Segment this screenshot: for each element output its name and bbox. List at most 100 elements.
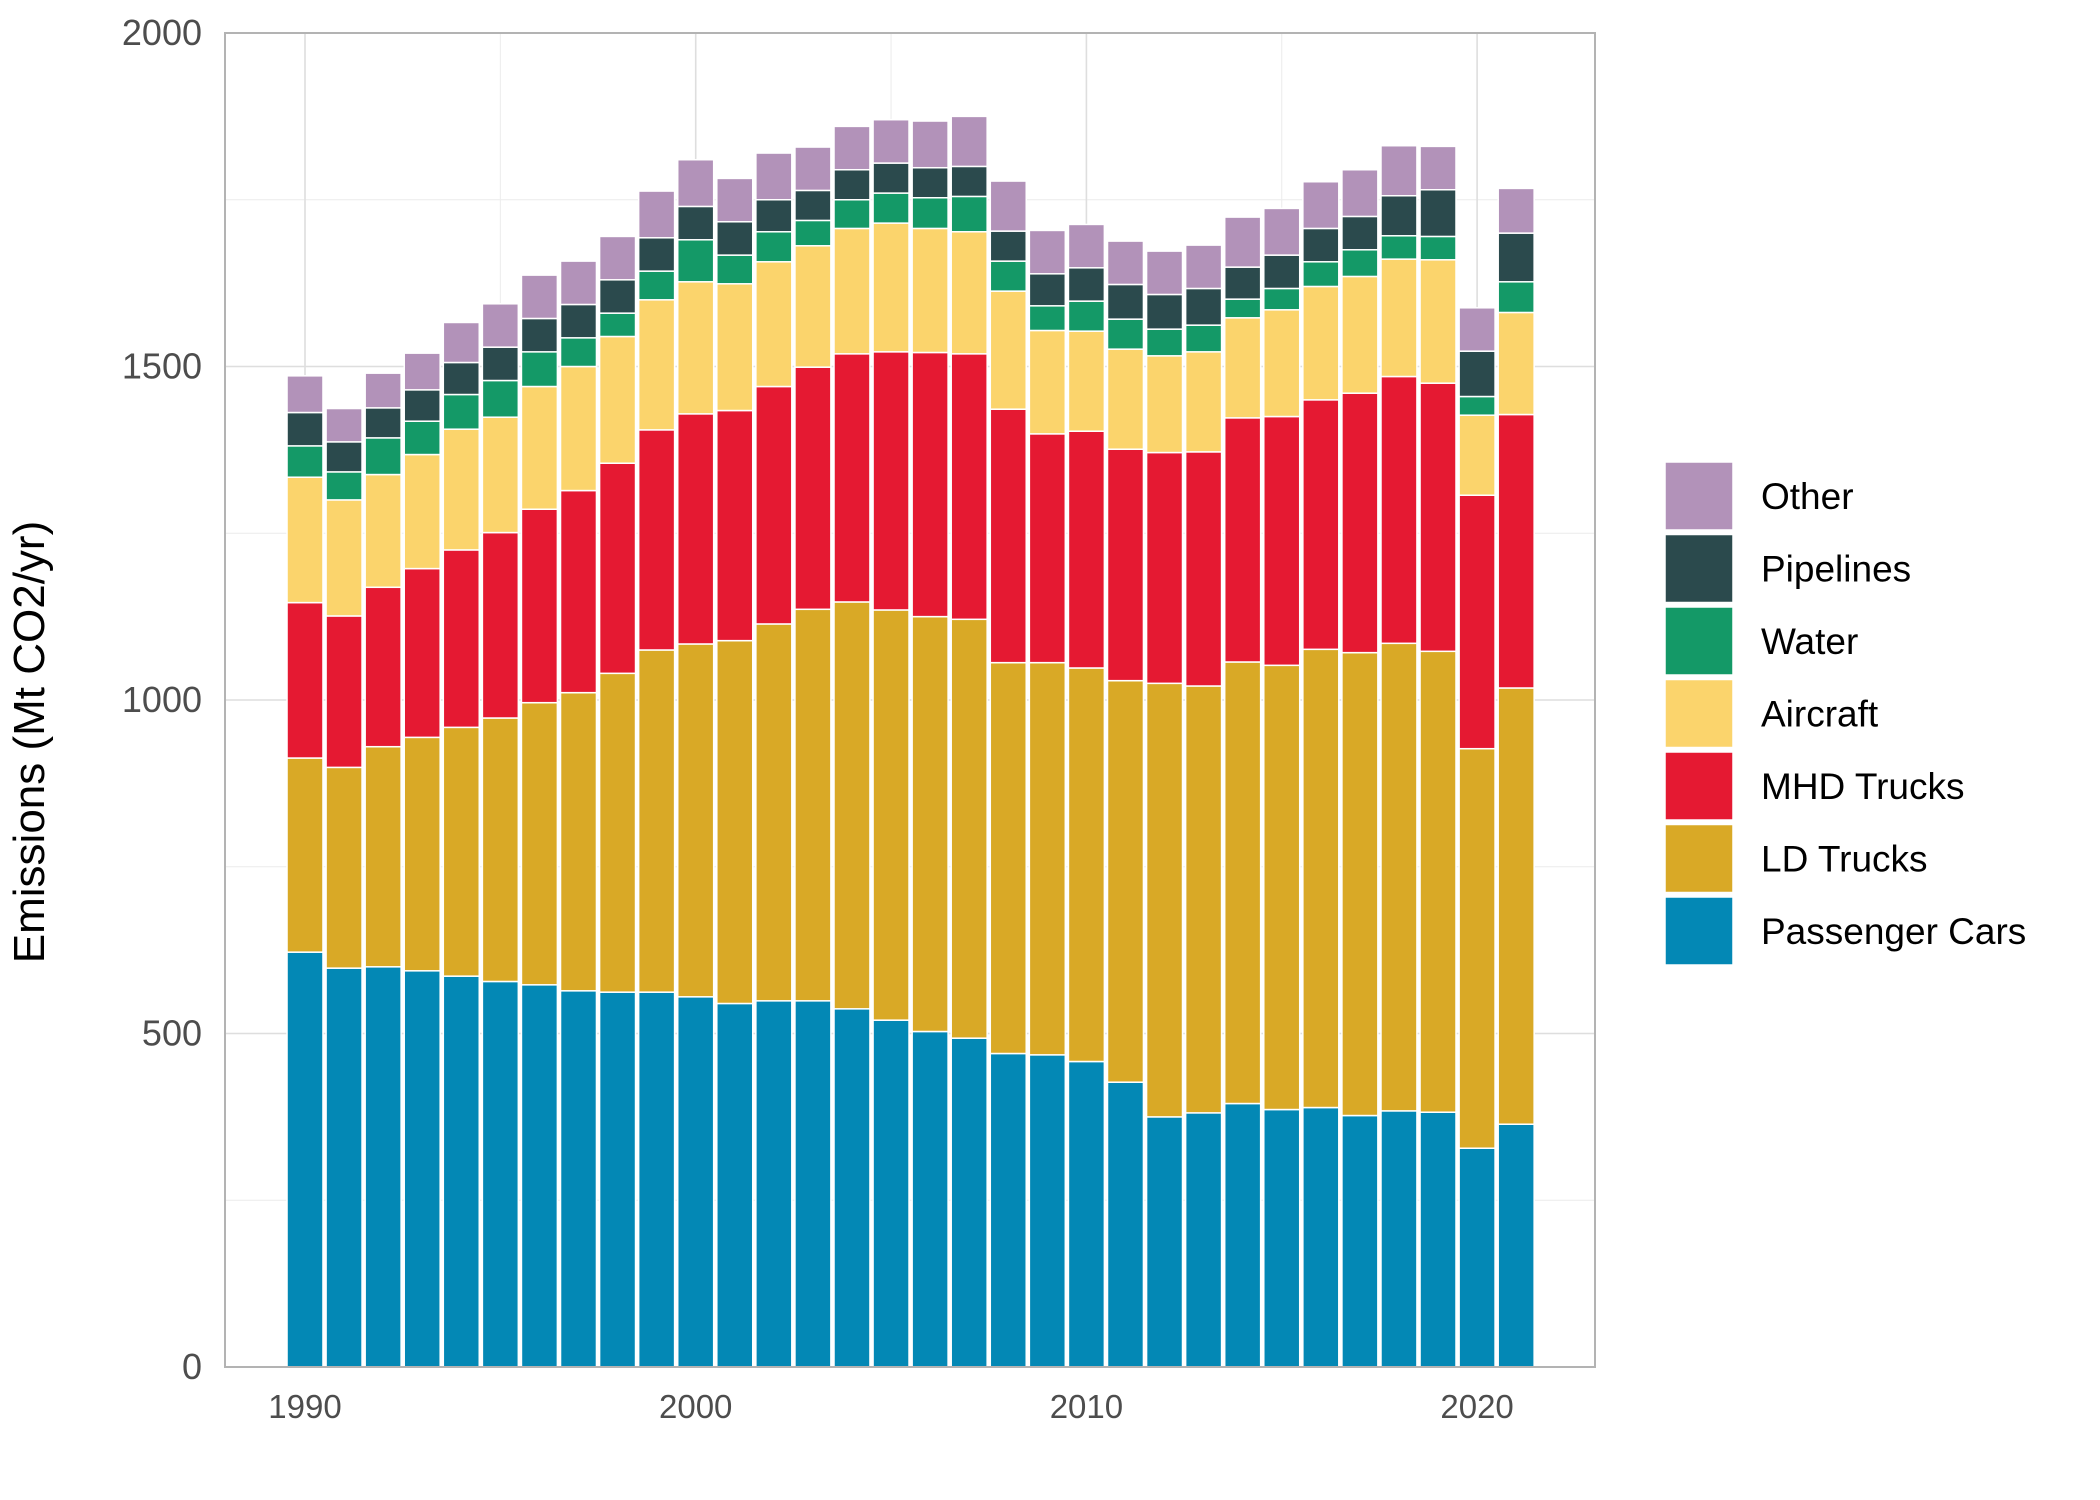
- bar-segment: [442, 549, 480, 729]
- bar-segment: [1419, 145, 1457, 191]
- bar-segment: [676, 996, 715, 1368]
- bar-segment: [1145, 355, 1184, 454]
- bar-segment: [1458, 414, 1496, 496]
- bar-segment: [872, 118, 910, 164]
- bar-segment: [950, 231, 988, 355]
- bar-segment: [1419, 382, 1457, 653]
- y-tick-label: 500: [142, 1013, 202, 1054]
- bar-segment: [872, 222, 910, 353]
- bar-segment: [403, 736, 441, 972]
- bar-segment: [716, 283, 754, 412]
- legend-label: Passenger Cars: [1761, 911, 2026, 952]
- bar-segment: [598, 672, 637, 993]
- bar-segment: [1223, 1102, 1262, 1368]
- bar-segment: [442, 393, 480, 430]
- bar-segment: [989, 408, 1027, 664]
- bar-segment: [872, 609, 910, 1021]
- bar-segment: [325, 766, 363, 969]
- bar-segment: [1145, 250, 1184, 296]
- bar-segment: [1263, 287, 1301, 311]
- bar-segment: [1341, 215, 1379, 251]
- bar-segment: [559, 990, 598, 1368]
- legend-key: [1664, 606, 1734, 676]
- bar-segment: [989, 180, 1027, 232]
- bar-segment: [1263, 254, 1301, 290]
- bar-segment: [520, 984, 559, 1368]
- bar-segment: [1263, 309, 1301, 418]
- bar-segment: [559, 337, 598, 368]
- bar-segment: [794, 189, 832, 222]
- bar-segment: [286, 411, 324, 447]
- bar-segment: [833, 227, 871, 355]
- bar-segment: [911, 197, 949, 230]
- legend-key: [1664, 896, 1734, 966]
- bar-segment: [325, 615, 363, 769]
- bar-segment: [559, 303, 598, 339]
- legend-label: Other: [1761, 476, 1854, 517]
- bar-segment: [676, 643, 715, 998]
- bar-segment: [716, 177, 754, 223]
- bar-segment: [1497, 413, 1535, 689]
- bar-segment: [1341, 249, 1379, 278]
- bar-segment: [286, 445, 324, 478]
- bar-segment: [1497, 187, 1535, 234]
- bar-segment: [637, 991, 676, 1368]
- bar-segment: [716, 1002, 754, 1368]
- bar-segment: [1184, 685, 1223, 1114]
- bar-segment: [1106, 348, 1145, 450]
- bar-segment: [637, 190, 676, 239]
- legend-label: MHD Trucks: [1761, 766, 1965, 807]
- bar-segment: [1145, 293, 1184, 330]
- legend-label: Pipelines: [1761, 549, 1911, 590]
- bar-segment: [598, 335, 637, 464]
- bar-segment: [1184, 1112, 1223, 1368]
- bar-segment: [1380, 195, 1418, 237]
- bar-segment: [794, 1000, 832, 1368]
- plot-border: [224, 32, 1596, 1368]
- legend-key: [1664, 461, 1734, 531]
- bar-segment: [911, 1030, 949, 1368]
- legend-label: Water: [1761, 621, 1858, 662]
- bar-segment: [1184, 351, 1223, 453]
- bar-segment: [1302, 1106, 1340, 1368]
- y-axis-ticks: 0 500 1000 1500 2000: [122, 12, 202, 1387]
- bar-segment: [1419, 1111, 1457, 1368]
- bar-segment: [1458, 350, 1496, 398]
- bar-segment: [1028, 305, 1067, 332]
- bar-segment: [1302, 261, 1340, 288]
- bar-segment: [637, 649, 676, 993]
- bar-segment: [676, 239, 715, 283]
- bar-segment: [1380, 258, 1418, 378]
- bar-segment: [716, 639, 754, 1005]
- bar-segment: [403, 352, 441, 391]
- bar-segment: [716, 254, 754, 285]
- bar-segment: [364, 437, 402, 476]
- bar-segment: [1458, 747, 1496, 1149]
- bar-segment: [1223, 266, 1262, 300]
- bar-segment: [911, 120, 949, 169]
- bar-segment: [794, 219, 832, 247]
- legend-key: [1664, 678, 1734, 749]
- bar-segment: [1497, 281, 1535, 314]
- bar-segment: [676, 281, 715, 415]
- bar-segment: [1145, 682, 1184, 1118]
- bar-segment: [1106, 448, 1145, 682]
- bar-segment: [442, 975, 480, 1368]
- bar-segment: [481, 303, 520, 348]
- bar-segment: [1497, 1123, 1535, 1368]
- bar-segment: [1223, 417, 1262, 663]
- bar-segment: [286, 601, 324, 759]
- bar-segment: [364, 372, 402, 409]
- bar-segment: [950, 618, 988, 1039]
- bar-segment: [598, 991, 637, 1368]
- bar-segment: [1106, 240, 1145, 286]
- bar-segment: [676, 205, 715, 241]
- bar-segment: [911, 227, 949, 354]
- bar-segment: [1263, 1108, 1301, 1368]
- bar-segment: [1341, 168, 1379, 218]
- bar-segment: [403, 389, 441, 422]
- bar-segment: [1184, 451, 1223, 687]
- bar-segment: [1106, 679, 1145, 1083]
- bar-segment: [989, 230, 1027, 262]
- bar-segment: [1458, 307, 1496, 352]
